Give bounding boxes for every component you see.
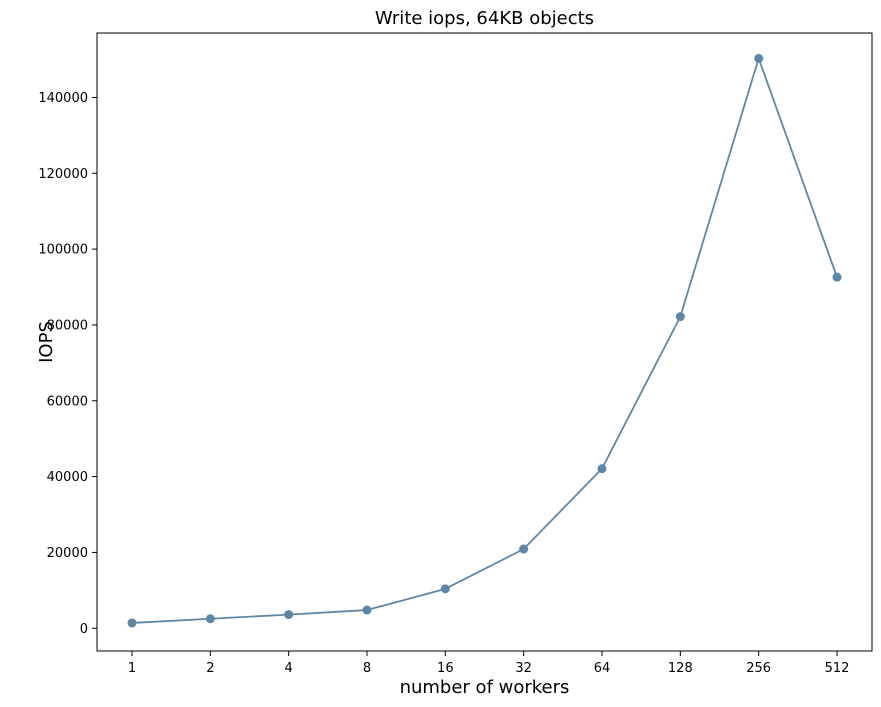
data-point	[597, 464, 607, 474]
data-point	[284, 610, 294, 620]
x-tick-label: 32	[515, 661, 532, 676]
y-axis-label: IOPS	[36, 321, 57, 363]
data-point	[205, 614, 215, 624]
data-point	[127, 618, 137, 628]
data-point	[754, 53, 764, 63]
y-tick-label: 0	[80, 622, 88, 637]
y-tick-label: 140000	[38, 91, 88, 106]
y-tick-label: 100000	[38, 243, 88, 258]
data-point	[362, 605, 372, 615]
x-tick-label: 4	[285, 661, 293, 676]
y-tick-label: 60000	[47, 394, 88, 409]
x-tick-label: 512	[825, 661, 850, 676]
data-point	[440, 584, 450, 594]
x-tick-label: 128	[668, 661, 693, 676]
data-point	[675, 312, 685, 322]
data-point	[832, 272, 842, 282]
series-line	[131, 57, 838, 624]
x-tick-label: 1	[128, 661, 136, 676]
x-axis-label: number of workers	[400, 677, 570, 698]
plot-frame	[96, 32, 873, 652]
y-tick-label: 120000	[38, 167, 88, 182]
chart-title: Write iops, 64KB objects	[375, 8, 594, 29]
x-tick-label: 8	[363, 661, 371, 676]
y-tick-label: 40000	[47, 470, 88, 485]
data-point	[519, 544, 529, 554]
y-tick-label: 80000	[47, 318, 88, 333]
y-tick-label: 20000	[47, 546, 88, 561]
x-tick-label: 256	[746, 661, 771, 676]
x-tick-label: 64	[594, 661, 611, 676]
x-tick-label: 2	[206, 661, 214, 676]
x-tick-label: 16	[437, 661, 454, 676]
plot-area: 1 2 4 8 16 32 64 128 256 512 0 20000 40000 60000 80000…	[38, 32, 873, 676]
